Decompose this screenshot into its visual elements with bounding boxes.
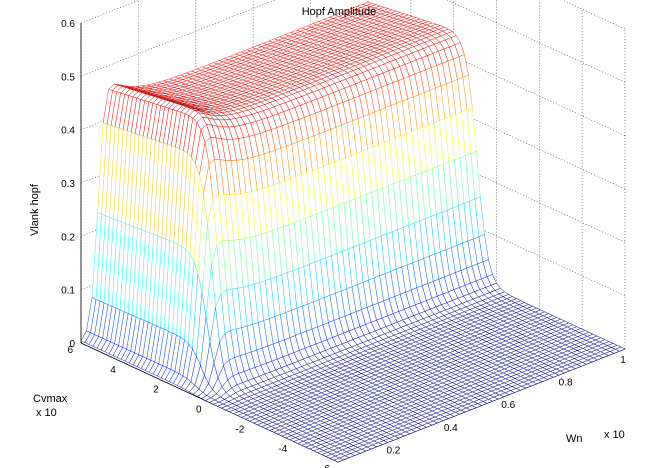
x-tick-label: 0.6 <box>501 400 515 411</box>
x-tick-label: 0.2 <box>386 445 400 456</box>
y-tick-label: 0 <box>196 405 202 416</box>
y-tick-label: -2 <box>235 424 244 435</box>
z-tick-label: 0.1 <box>61 286 75 297</box>
y-tick-label: -4 <box>278 444 287 455</box>
y-axis-multiplier: x 10 <box>36 407 57 419</box>
z-tick-label: 0.4 <box>61 126 75 137</box>
y-axis-label: Cvmax <box>33 393 68 405</box>
x-axis-label: Wn <box>566 433 583 445</box>
z-tick-label: 0.2 <box>61 232 75 243</box>
surface-mesh <box>80 1 626 463</box>
x-axis-multiplier: x 10 <box>604 429 625 441</box>
grid-line <box>446 0 626 83</box>
z-axis-label: Vlank hopf <box>29 183 41 236</box>
z-tick-label: 0.5 <box>61 72 75 83</box>
surface-patch <box>333 457 345 463</box>
y-tick-label: 6 <box>67 345 73 356</box>
x-tick-label: 1 <box>620 355 626 366</box>
grid-line <box>367 176 626 296</box>
x-tick-label: 0.8 <box>559 378 573 389</box>
grid-line <box>80 0 276 77</box>
grid-line <box>80 0 141 24</box>
z-tick-label: 0.6 <box>61 19 75 30</box>
chart-title: Hopf Amplitude <box>302 6 377 18</box>
x-tick-label: 0.4 <box>444 423 458 434</box>
y-tick-label: -6 <box>321 464 330 468</box>
z-tick-label: 0.3 <box>61 179 75 190</box>
z-tick-label: 0 <box>69 339 75 350</box>
y-tick-label: 4 <box>110 365 116 376</box>
grid-line <box>367 123 626 243</box>
y-tick-label: 2 <box>153 385 159 396</box>
tick-labels: 00.10.20.30.40.50.6-6-4-2024600.20.40.60… <box>61 19 626 468</box>
